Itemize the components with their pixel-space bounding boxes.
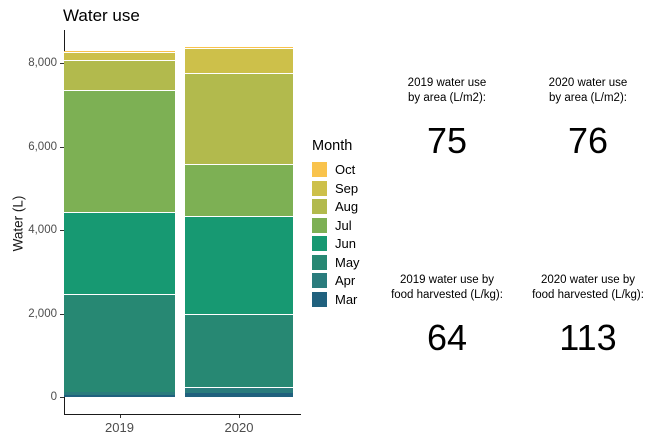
annotation-value: 76 [567,120,609,161]
y-tick-label: 6,000 [28,140,57,153]
annotation-2019-area: 2019 water use by area (L/m2): 75 [367,76,527,161]
y-tick-mark [60,63,64,64]
legend-label: Mar [335,291,358,307]
bar-segment-2020-jun [185,216,293,315]
annotation-2020-food: 2020 water use by food harvested (L/kg):… [508,273,660,358]
legend-label: Aug [335,199,359,214]
legend-item-mar: Mar [312,291,360,307]
annotation-value: 75 [426,120,468,161]
annotation-value: 64 [426,317,468,358]
annotation-label: 2020 water use by food harvested (L/kg): [532,274,644,301]
y-tick-mark [60,397,64,398]
x-tick-mark [119,415,121,418]
bar-segment-2019-mar [64,394,175,397]
y-tick-label: 2,000 [28,307,57,320]
legend: Month Oct Sep Aug Jul Jun May Apr Mar [312,138,360,307]
legend-swatch-apr [312,273,327,288]
legend-item-jun: Jun [312,236,360,251]
bar-segment-2020-mar [185,392,293,397]
bar-segment-2019-may [64,294,175,392]
y-tick-label: 0 [50,391,57,403]
bar-segment-2019-jul [64,89,175,213]
legend-swatch-mar [312,291,327,307]
annotation-label: 2020 water use by area (L/m2): [548,77,628,104]
legend-swatch-oct [312,162,327,177]
annotation-value: 113 [559,317,617,358]
bar-segment-2020-apr [185,386,293,393]
legend-label: May [335,254,360,270]
x-tick-label-2019: 2019 [105,420,134,435]
bar-segment-2020-may [185,314,293,387]
legend-swatch-jul [312,217,327,233]
bar-segment-2019-jun [64,212,175,295]
legend-item-aug: Aug [312,199,360,214]
bar-segment-2020-oct [185,46,293,48]
y-tick-label: 4,000 [28,224,57,236]
bar-segment-2019-sep [64,51,175,60]
y-tick-label: 8,000 [28,57,57,69]
legend-label: Jun [335,236,356,251]
legend-swatch-sep [312,180,327,196]
x-tick-mark [239,415,240,418]
y-tick-mark [60,146,64,148]
legend-item-jul: Jul [312,217,360,233]
x-axis-line [64,414,301,415]
annotation-label: 2019 water use by area (L/m2): [407,77,487,104]
bar-segment-2019-oct [64,50,175,52]
bar-segment-2019-aug [64,59,175,90]
legend-label: Sep [335,180,359,196]
legend-item-sep: Sep [312,180,360,196]
legend-item-oct: Oct [312,162,360,177]
bar-segment-2020-aug [185,73,293,165]
legend-items: Oct Sep Aug Jul Jun May Apr Mar [312,162,360,307]
y-tick-mark [60,313,64,315]
annotation-2019-food: 2019 water use by food harvested (L/kg):… [367,273,527,358]
legend-label: Apr [335,273,356,288]
legend-swatch-aug [312,199,327,214]
legend-label: Jul [335,217,352,233]
legend-item-apr: Apr [312,273,360,288]
x-tick-label-2020: 2020 [224,420,254,435]
legend-label: Oct [335,162,356,177]
legend-swatch-jun [312,236,327,251]
annotation-2020-area: 2020 water use by area (L/m2): 76 [508,76,660,161]
bar-segment-2020-sep [185,47,293,74]
legend-title: Month [312,138,353,154]
annotation-label: 2019 water use by food harvested (L/kg): [391,274,503,301]
bar-segment-2020-jul [185,164,293,217]
legend-item-may: May [312,254,360,270]
legend-swatch-may [312,254,327,270]
bar-segment-2019-apr [64,391,175,395]
chart-title: Water use [63,6,140,25]
y-tick-mark [60,230,64,231]
